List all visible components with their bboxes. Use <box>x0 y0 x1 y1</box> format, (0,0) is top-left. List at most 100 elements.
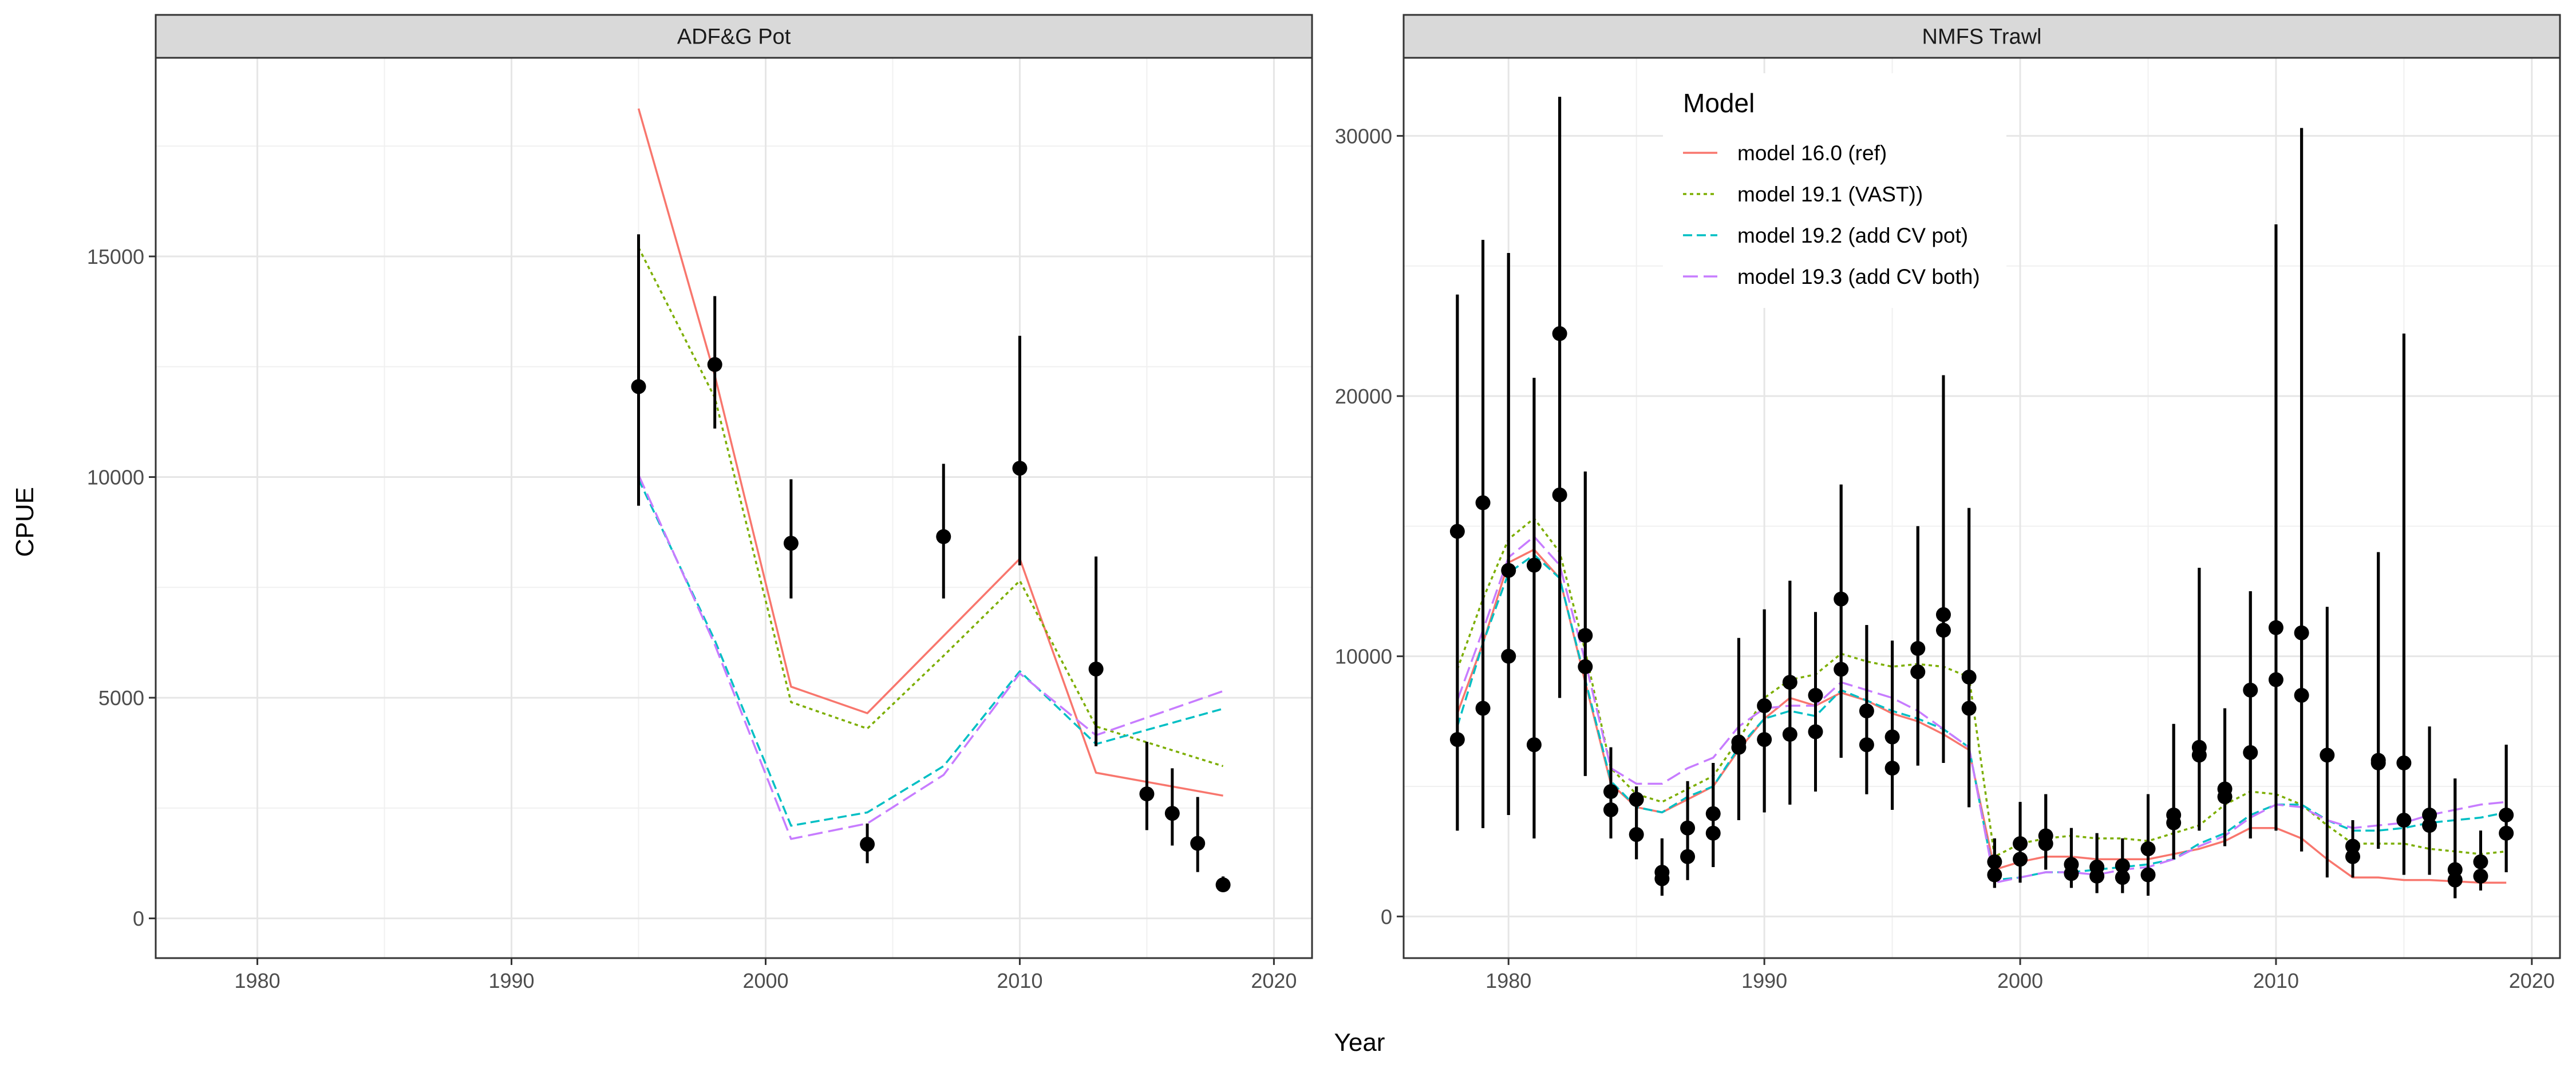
observed-point <box>1987 867 2002 883</box>
x-tick-label: 2000 <box>1997 969 2043 992</box>
observed-point <box>1782 675 1797 690</box>
observed-point <box>1603 784 1618 800</box>
observed-point <box>2422 807 2437 822</box>
observed-point <box>2038 836 2053 851</box>
legend-label: model 19.3 (add CV both) <box>1737 265 1980 288</box>
observed-point <box>1757 698 1772 714</box>
observed-point <box>2422 818 2437 833</box>
legend: Model model 16.0 (ref) model 19.1 (VAST))… <box>1663 73 2006 308</box>
panel-strip <box>155 14 1313 59</box>
y-tick-label: 0 <box>133 907 144 931</box>
observed-point <box>2320 747 2335 763</box>
observed-point <box>2499 807 2514 822</box>
observed-layer <box>631 234 1231 893</box>
observed-point <box>1139 786 1155 802</box>
observed-point <box>2268 620 2283 635</box>
observed-point <box>2447 862 2463 877</box>
observed-point <box>1088 661 1104 677</box>
observed-point <box>1910 664 1926 679</box>
observed-point <box>1757 732 1772 747</box>
legend-label: model 19.2 (add CV pot) <box>1737 224 1968 247</box>
y-tick-label: 10000 <box>87 466 144 489</box>
observed-point <box>1705 825 1721 841</box>
panel-2: NMFS Trawl 1980 1990 2000 2010 2020 0 10000 2000… <box>1335 14 2561 992</box>
observed-point <box>1935 607 1951 622</box>
legend-label: model 16.0 (ref) <box>1737 141 1887 165</box>
series-layer <box>1456 517 2507 884</box>
x-tick-label: 2010 <box>997 969 1042 992</box>
observed-point <box>1884 761 1900 776</box>
observed-point <box>1961 670 1977 685</box>
observed-point <box>1935 623 1951 638</box>
x-tick-label: 2020 <box>1251 969 1297 992</box>
observed-point <box>1475 495 1491 511</box>
observed-point <box>707 357 722 372</box>
panel-title: NMFS Trawl <box>1922 25 2042 49</box>
y-tick-label: 10000 <box>1335 645 1392 668</box>
legend-title: Model <box>1683 88 1755 118</box>
series-line-4 <box>1456 535 2507 884</box>
series-line-2 <box>1456 517 2507 858</box>
y-axis-title: CPUE <box>11 487 39 557</box>
legend-entries: model 16.0 (ref) model 19.1 (VAST)) model … <box>1683 141 1980 288</box>
y-tick-label: 0 <box>1381 905 1392 928</box>
observed-point <box>1859 737 1874 753</box>
observed-point <box>1501 648 1516 664</box>
observed-point <box>1501 563 1516 578</box>
legend-item: model 19.3 (add CV both) <box>1683 265 1980 288</box>
x-tick-label: 2010 <box>2253 969 2299 992</box>
observed-point <box>1961 701 1977 716</box>
x-tick-label: 1990 <box>488 969 534 992</box>
observed-point <box>1526 737 1542 753</box>
observed-point <box>1475 701 1491 716</box>
observed-point <box>1164 806 1180 821</box>
observed-point <box>1680 849 1696 864</box>
observed-point <box>1705 806 1721 821</box>
observed-point <box>2115 858 2130 873</box>
observed-point <box>1987 854 2002 869</box>
x-tick-label: 2020 <box>2509 969 2555 992</box>
axes: 1980 1990 2000 2010 2020 0 5000 10000 15000 <box>87 245 1297 992</box>
observed-point <box>2013 836 2028 851</box>
observed-point <box>1731 739 1747 755</box>
x-axis-title: Year <box>1334 1028 1385 1057</box>
observed-point <box>1834 591 1849 607</box>
observed-point <box>1190 836 1206 851</box>
y-tick-label: 30000 <box>1335 124 1392 148</box>
observed-point <box>1578 659 1593 674</box>
legend-background <box>1663 73 2006 308</box>
series-line-1 <box>637 108 1223 797</box>
series-line-2 <box>637 247 1224 768</box>
observed-point <box>2396 813 2412 828</box>
panel-border <box>1402 57 2561 959</box>
observed-point <box>860 837 875 852</box>
panel-border <box>155 57 1313 959</box>
x-tick-label: 1990 <box>1741 969 1787 992</box>
plot-background <box>156 58 1312 958</box>
observed-point <box>2473 854 2488 869</box>
observed-point <box>2140 867 2156 883</box>
observed-point <box>936 529 951 544</box>
observed-point <box>2473 868 2488 884</box>
observed-point <box>2115 870 2130 885</box>
series-line-3 <box>637 478 1224 827</box>
observed-point <box>1552 326 1567 341</box>
observed-point <box>1629 827 1644 842</box>
legend-item: model 19.1 (VAST)) <box>1683 183 1923 206</box>
observed-point <box>2268 672 2283 687</box>
legend-label: model 19.1 (VAST)) <box>1737 183 1923 206</box>
observed-point <box>2370 755 2386 771</box>
observed-layer <box>1449 97 2514 899</box>
observed-point <box>1680 820 1696 836</box>
observed-point <box>1449 732 1465 747</box>
x-tick-label: 1980 <box>235 969 280 992</box>
observed-point <box>2064 866 2079 881</box>
observed-point <box>2345 838 2361 854</box>
x-tick-label: 1980 <box>1485 969 1531 992</box>
observed-point <box>1654 871 1670 887</box>
observed-point <box>1910 640 1926 656</box>
observed-point <box>1012 461 1028 476</box>
